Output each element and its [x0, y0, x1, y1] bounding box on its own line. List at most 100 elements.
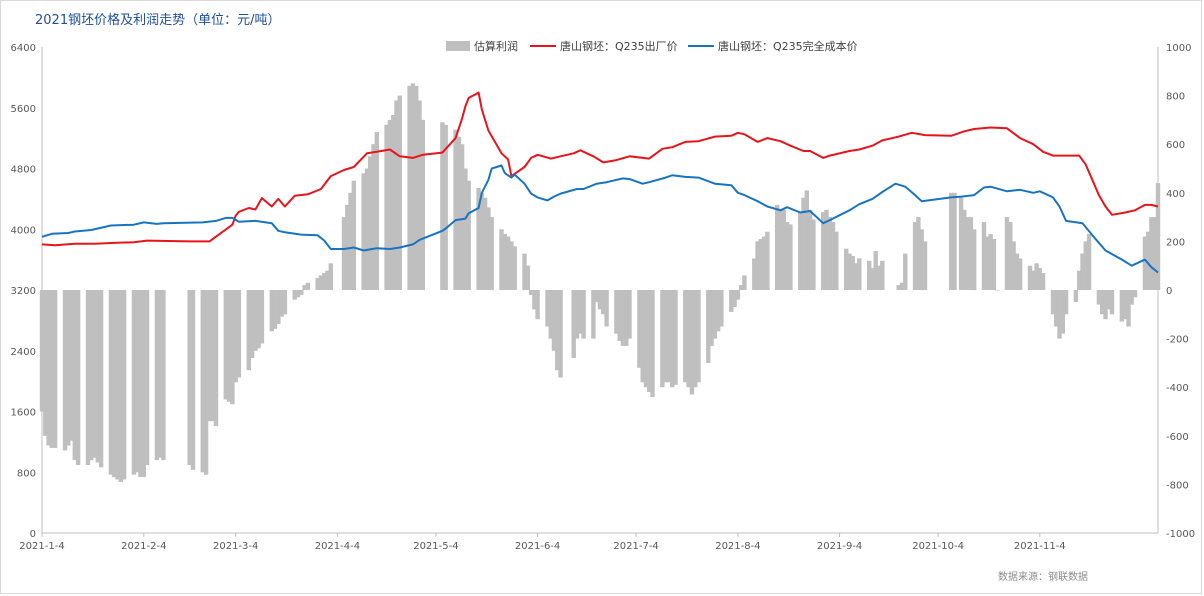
profit-bar [1037, 268, 1042, 290]
profit-bar [899, 282, 905, 290]
profit-bar [351, 180, 356, 290]
profit-bar [505, 236, 511, 290]
x-tick-label: 2021-3-4 [213, 541, 258, 552]
profit-bar [384, 124, 389, 290]
profit-bar [246, 290, 251, 371]
legend-label-price: 唐山钢坯：Q235出厂价 [560, 39, 678, 53]
profit-bar [479, 192, 484, 290]
y-axis-right: -1000 -800 -600 -400 -200 0 200 400 600 800 1000 [1166, 43, 1195, 540]
profit-bar [1100, 290, 1105, 315]
profit-bar [295, 290, 301, 298]
profit-bar [1083, 241, 1088, 290]
profit-bar [834, 231, 839, 290]
profit-bar [958, 197, 964, 290]
profit-bar [348, 192, 353, 290]
profit-bar [52, 290, 58, 448]
profit-bar [223, 290, 228, 400]
profit-bar [1129, 290, 1134, 305]
profit-bar [276, 290, 281, 324]
y-left-tick-label: 0 [30, 529, 36, 540]
profit-bar [1050, 290, 1056, 315]
profit-bar [92, 290, 97, 458]
y-right-tick-label: 800 [1166, 92, 1185, 103]
x-tick-label: 2021-11-4 [1014, 541, 1066, 552]
profit-bar [784, 222, 790, 290]
profit-bar [660, 290, 665, 388]
profit-bar [873, 251, 878, 290]
profit-bar [230, 290, 235, 405]
y-right-tick-label: 0 [1166, 286, 1172, 297]
profit-bar [788, 224, 793, 290]
profit-bar [414, 85, 419, 291]
y-right-tick-label: -200 [1166, 335, 1189, 346]
profit-bar [1054, 290, 1059, 327]
y-left-tick-label: 1600 [11, 408, 36, 419]
profit-bar [253, 290, 258, 351]
profit-bar [686, 290, 691, 388]
x-tick-label: 2021-7-4 [613, 541, 658, 552]
profit-bar [328, 263, 333, 290]
profit-bar [361, 173, 366, 290]
y-left-tick-label: 5600 [11, 104, 36, 115]
profit-bar [1132, 290, 1138, 298]
profit-bar [476, 187, 481, 290]
profit-bar [62, 290, 68, 451]
y-left-tick-label: 4800 [11, 165, 36, 176]
profit-bar [417, 100, 422, 290]
profit-bar [614, 290, 619, 334]
profit-bar [1011, 241, 1016, 290]
profit-bar [131, 290, 137, 475]
series-line [41, 164, 1159, 274]
profit-bar [305, 282, 311, 290]
profit-bar [443, 124, 448, 290]
profit-bar [95, 290, 100, 463]
profit-bar [640, 290, 645, 383]
profit-bar [190, 290, 196, 470]
series-line [41, 91, 1159, 247]
profit-bar [1027, 265, 1033, 290]
profit-bar [1152, 217, 1157, 290]
profit-bar [1034, 263, 1039, 290]
profit-bar [670, 290, 675, 388]
profit-bar [213, 290, 219, 427]
profit-bar [755, 241, 760, 290]
profit-bar [420, 119, 425, 291]
profit-bar [1060, 290, 1065, 334]
profit-bar [108, 290, 114, 475]
profit-bar [463, 168, 468, 290]
profit-bar [341, 217, 347, 290]
x-tick-label: 2021-5-4 [413, 541, 458, 552]
profit-bar [89, 290, 94, 461]
profit-bar [112, 290, 117, 478]
profit-bar [1103, 290, 1108, 320]
profit-bar [522, 253, 527, 290]
profit-bar [121, 290, 127, 480]
profit-bar [735, 290, 741, 300]
profit-bars [39, 83, 1161, 482]
x-tick-label: 2021-6-4 [515, 541, 560, 552]
profit-bar [141, 290, 146, 478]
profit-bar [637, 290, 642, 368]
profit-bar [512, 246, 517, 290]
y-right-tick-label: -600 [1166, 432, 1189, 443]
y-right-tick-label: -1000 [1166, 529, 1195, 540]
profit-bar [118, 290, 123, 482]
profit-bar [532, 290, 537, 310]
profit-bar [850, 256, 855, 290]
y-left-tick-label: 6400 [11, 43, 36, 54]
profit-bar [1096, 290, 1102, 305]
profit-bar [666, 290, 672, 383]
profit-bar [187, 290, 192, 465]
profit-bar [98, 290, 104, 468]
profit-bar [821, 212, 826, 290]
profit-bar [387, 119, 393, 291]
profit-bar [43, 290, 48, 436]
profit-bar [620, 290, 626, 346]
profit-bar [302, 285, 307, 290]
profit-bar [135, 290, 140, 473]
profit-bar [1077, 270, 1082, 290]
price-lines [41, 91, 1159, 274]
profit-bar [581, 290, 586, 339]
